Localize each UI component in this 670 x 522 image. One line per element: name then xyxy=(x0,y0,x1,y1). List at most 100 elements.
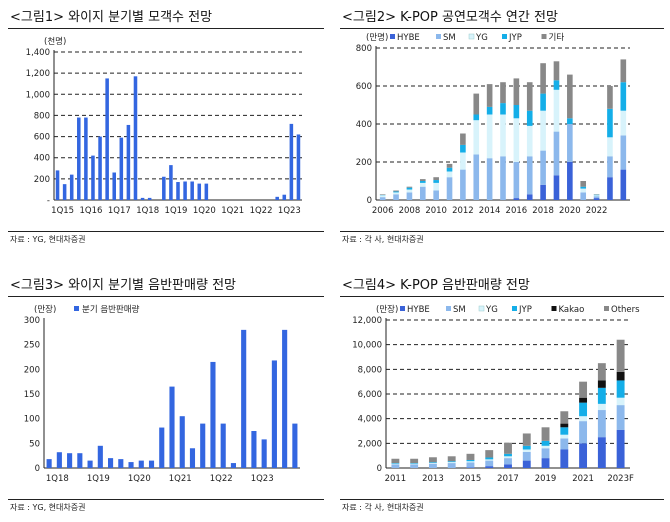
y-tick-label: 800 xyxy=(34,111,50,121)
stack-segment xyxy=(560,423,569,428)
chart-title: <그림2> K-POP 공연모객수 연간 전망 xyxy=(342,10,558,25)
title-rule xyxy=(340,296,664,297)
legend-label: YG xyxy=(485,305,498,315)
y-tick-label: 800 xyxy=(356,44,372,54)
legend-label: 기타 xyxy=(549,33,565,43)
stack-segment xyxy=(579,443,588,468)
bar xyxy=(169,165,173,200)
bar xyxy=(112,172,116,200)
stack-segment xyxy=(522,449,531,452)
bar xyxy=(230,463,236,468)
y-tick-label: 0 xyxy=(35,464,40,474)
stack-segment xyxy=(486,158,493,200)
stack-segment xyxy=(500,103,506,115)
x-tick-label: 2012 xyxy=(452,206,474,216)
bar xyxy=(169,386,175,468)
chart-fig2: (만명) 0 200 400 600 800 2006 2008 2010 2012 2014 201… xyxy=(356,32,630,216)
legend-label: YG xyxy=(475,33,488,43)
bar xyxy=(119,137,124,200)
y-tick-label: 250 xyxy=(24,341,40,351)
y-tick-label: 10,000 xyxy=(352,341,382,351)
stack-segment xyxy=(504,442,512,454)
x-tick-label: 1Q18 xyxy=(46,474,69,484)
legend-swatch xyxy=(604,306,609,311)
chart-source: 자료 : YG, 현대차증권 xyxy=(10,235,86,244)
stack-segment xyxy=(433,190,439,200)
y-tick-label: 400 xyxy=(356,120,372,130)
stack-segment xyxy=(560,449,569,468)
stack-segment xyxy=(504,458,512,465)
y-tick-label: 600 xyxy=(356,82,372,92)
bar xyxy=(189,448,196,468)
stack-segment xyxy=(473,120,480,155)
stack-segment xyxy=(513,105,520,119)
bar xyxy=(105,78,109,200)
stack-segment xyxy=(553,80,560,90)
bar xyxy=(197,183,202,200)
unit-label: (천명) xyxy=(44,36,66,47)
x-tick-label: 1Q22 xyxy=(210,474,233,484)
bar xyxy=(55,170,60,200)
source-rule xyxy=(8,231,324,232)
bar xyxy=(56,452,62,468)
stack-segment xyxy=(393,191,399,193)
stack-segment xyxy=(460,144,466,153)
stack-segment xyxy=(597,410,606,438)
bar xyxy=(97,445,103,468)
stack-segment xyxy=(620,82,627,111)
stack-segment xyxy=(522,460,531,468)
x-tick-label: 1Q18 xyxy=(136,206,159,216)
bar xyxy=(138,460,144,468)
x-tick-label: 1Q19 xyxy=(165,206,188,216)
bar xyxy=(210,361,216,468)
legend-swatch xyxy=(390,34,395,39)
stack-segment xyxy=(447,463,456,468)
bar xyxy=(275,196,279,200)
stack-segment xyxy=(526,194,533,200)
stack-segment xyxy=(540,110,546,151)
y-tick-label: 0 xyxy=(367,196,372,206)
x-tick-label: 2016 xyxy=(506,206,528,216)
bar xyxy=(98,136,102,200)
stack-segment xyxy=(466,461,475,463)
stack-segment xyxy=(513,78,520,105)
stack-segment xyxy=(428,457,437,463)
x-tick-label: 2014 xyxy=(479,206,501,216)
chart-title: <그림3> 와이지 분기별 음반판매량 전망 xyxy=(10,278,236,293)
stack-segment xyxy=(560,427,569,435)
legend-swatch xyxy=(512,306,517,311)
stack-segment xyxy=(466,459,475,462)
stack-segment xyxy=(540,150,546,185)
bar xyxy=(108,458,114,468)
stack-segment xyxy=(460,152,466,170)
stack-segment xyxy=(379,197,386,200)
stack-segment xyxy=(447,462,456,464)
source-rule xyxy=(8,499,324,500)
stack-segment xyxy=(579,421,588,444)
legend-label: JYP xyxy=(508,33,522,43)
stack-segment xyxy=(391,463,400,465)
x-tick-label: 1Q21 xyxy=(169,474,192,484)
stack-segment xyxy=(593,195,600,197)
stack-segment xyxy=(597,380,606,388)
bar xyxy=(133,76,138,200)
stack-segment xyxy=(466,453,475,460)
y-tick-label: 100 xyxy=(24,415,40,425)
stack-segment xyxy=(485,457,494,460)
stack-segment xyxy=(391,463,400,464)
x-tick-label: 2022 xyxy=(586,206,608,216)
bar xyxy=(204,183,209,200)
y-tick-label: 200 xyxy=(356,158,372,168)
y-tick-label: 1,000 xyxy=(26,90,50,100)
stack-segment xyxy=(446,171,453,178)
stack-segment xyxy=(447,456,456,462)
stack-segment xyxy=(607,156,613,178)
bar xyxy=(67,453,73,468)
stack-segment xyxy=(406,186,413,188)
stack-segment xyxy=(406,192,413,200)
stack-segment xyxy=(466,467,475,468)
stack-segment xyxy=(560,434,569,439)
stack-segment xyxy=(500,114,506,157)
stack-segment xyxy=(579,381,588,398)
x-tick-label: 1Q23 xyxy=(251,474,274,484)
